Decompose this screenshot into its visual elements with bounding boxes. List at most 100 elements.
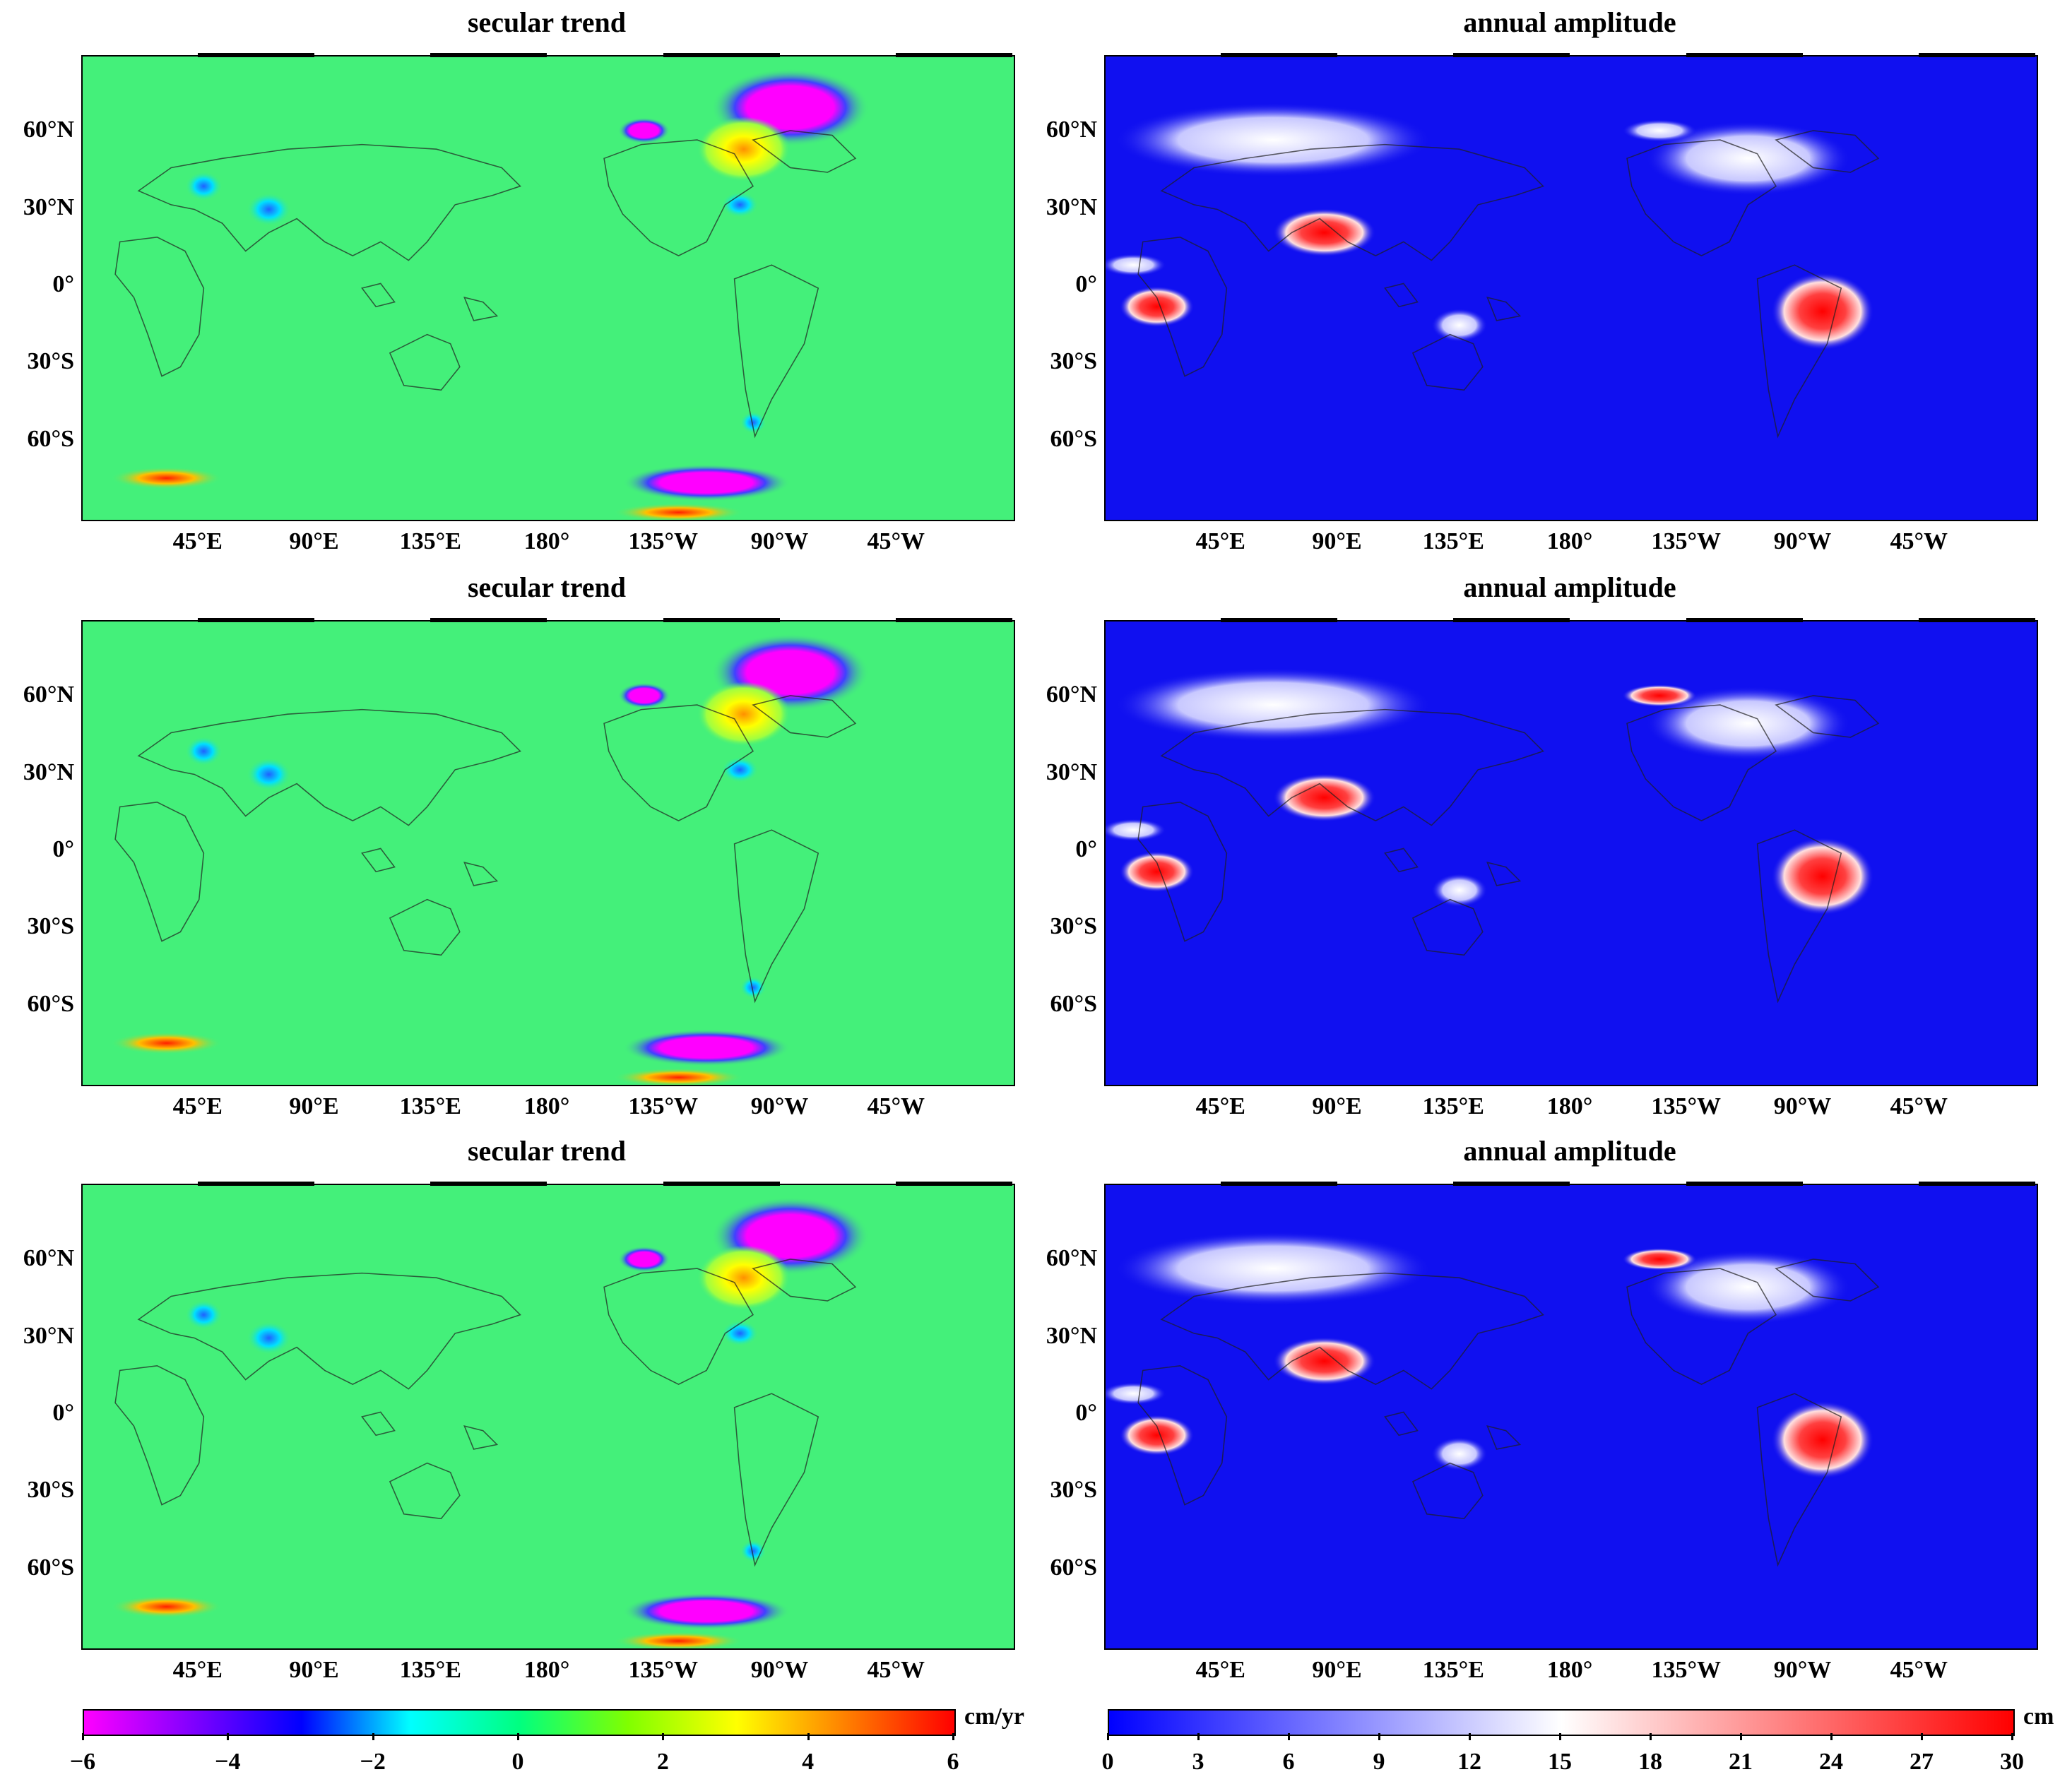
latitude-label: 60°S bbox=[27, 425, 74, 452]
colorbar-tick bbox=[2011, 1733, 2013, 1740]
east-antarctica-anomaly bbox=[110, 467, 223, 489]
frame-segment bbox=[197, 618, 314, 622]
map-canvas bbox=[83, 57, 1014, 520]
frame-segment bbox=[896, 618, 1012, 622]
longitude-label: 180° bbox=[523, 1657, 570, 1683]
eurasia-snow-band bbox=[1115, 1231, 1432, 1306]
coastline-3 bbox=[603, 1268, 754, 1385]
frame-segment bbox=[197, 1182, 314, 1186]
coastline-4 bbox=[1775, 695, 1880, 738]
colorbar-tick bbox=[807, 1733, 810, 1740]
coastline-5 bbox=[1756, 1393, 1842, 1567]
north-america-snow-band bbox=[1645, 1249, 1851, 1324]
frame-segment bbox=[1453, 1182, 1570, 1186]
colorbar-tick-label: 24 bbox=[1819, 1749, 1843, 1775]
coastline-0 bbox=[137, 1272, 521, 1390]
coastline-3 bbox=[1626, 1268, 1777, 1385]
latitude-label: 0° bbox=[1075, 271, 1097, 297]
coastline-0 bbox=[137, 143, 521, 261]
latitude-label: 30°S bbox=[27, 348, 74, 375]
colorbar-tick-label: 0 bbox=[1101, 1749, 1114, 1775]
panel-title: secular trend bbox=[467, 6, 627, 38]
frame-segment bbox=[1220, 1182, 1337, 1186]
panel-title: annual amplitude bbox=[1463, 571, 1676, 603]
coastline-2 bbox=[1411, 1462, 1484, 1520]
colorbar-tick bbox=[82, 1733, 84, 1740]
colorbar-tick-label: 0 bbox=[511, 1749, 524, 1775]
longitude-label: 90°W bbox=[1773, 528, 1832, 554]
colorbar-tick-label: 21 bbox=[1729, 1749, 1753, 1775]
frame-segment bbox=[1919, 1182, 2035, 1186]
colorbar-tick-label: 27 bbox=[1910, 1749, 1934, 1775]
coastline-1 bbox=[1137, 237, 1228, 377]
latitude-label: 60°N bbox=[1046, 682, 1097, 708]
frame-segment bbox=[663, 1182, 780, 1186]
australia-amplitude bbox=[1431, 308, 1488, 343]
coastline-2 bbox=[389, 898, 461, 956]
longitude-label: 135°W bbox=[1651, 1657, 1722, 1683]
longitude-label: 45°W bbox=[1890, 1093, 1948, 1119]
india-anomaly bbox=[246, 192, 292, 227]
map-canvas bbox=[1106, 57, 2037, 520]
map-background bbox=[83, 1185, 1014, 1648]
longitude-label: 90°E bbox=[289, 528, 339, 554]
map-panel-amplitude bbox=[1104, 55, 2038, 521]
colorbar-tick-label: 18 bbox=[1638, 1749, 1662, 1775]
longitude-label: 90°W bbox=[750, 528, 809, 554]
panel-title: annual amplitude bbox=[1463, 6, 1676, 38]
map-panel-trend bbox=[81, 620, 1015, 1086]
coastline-6 bbox=[1486, 861, 1522, 886]
coastline-2 bbox=[389, 1462, 461, 1520]
map-canvas bbox=[1106, 1185, 2037, 1648]
map-background bbox=[83, 57, 1014, 520]
panel-title: secular trend bbox=[467, 1135, 627, 1167]
amazon-amplitude bbox=[1771, 837, 1874, 915]
alaska-amplitude bbox=[1622, 1248, 1697, 1271]
latitude-label: 30°S bbox=[1050, 348, 1097, 375]
sahel-amplitude bbox=[1106, 819, 1166, 841]
coastline-3 bbox=[603, 139, 754, 256]
west-antarctica-anomaly bbox=[622, 1593, 791, 1630]
frame-segment bbox=[430, 618, 547, 622]
amazon-amplitude bbox=[1771, 272, 1874, 350]
colorbar-trend bbox=[83, 1709, 956, 1736]
frame-segment bbox=[1686, 618, 1803, 622]
coastline-1 bbox=[114, 1365, 205, 1506]
colorbar-tick-label: 30 bbox=[2000, 1749, 2024, 1775]
colorbar-tick bbox=[227, 1733, 230, 1740]
patagonia-anomaly bbox=[740, 976, 766, 999]
hudson-bay-anomaly bbox=[697, 1245, 791, 1311]
caspian-anomaly bbox=[184, 736, 223, 766]
colorbar-tick-label: 2 bbox=[656, 1749, 669, 1775]
ross-anomaly bbox=[613, 1631, 744, 1648]
caspian-anomaly bbox=[184, 1300, 223, 1330]
latitude-label: 60°N bbox=[1046, 1245, 1097, 1272]
longitude-label: 90°W bbox=[1773, 1093, 1832, 1119]
longitude-label: 90°E bbox=[1312, 1093, 1362, 1119]
latitude-label: 60°N bbox=[1046, 117, 1097, 143]
longitude-label: 135°W bbox=[628, 1657, 699, 1683]
africa-amplitude bbox=[1119, 1415, 1195, 1456]
longitude-label: 45°E bbox=[1195, 528, 1245, 554]
coastline-4 bbox=[752, 1259, 857, 1302]
coastline-3 bbox=[603, 704, 754, 821]
hudson-bay-anomaly bbox=[697, 682, 791, 747]
latitude-label: 30°N bbox=[1046, 194, 1097, 220]
west-antarctica-anomaly bbox=[622, 1029, 791, 1066]
coastline-7 bbox=[1384, 283, 1419, 308]
coastline-6 bbox=[463, 861, 499, 886]
frame-segment bbox=[430, 1182, 547, 1186]
longitude-label: 180° bbox=[1546, 1093, 1593, 1119]
frame-segment bbox=[197, 53, 314, 57]
latitude-label: 30°N bbox=[23, 1322, 74, 1349]
latitude-label: 60°S bbox=[1050, 990, 1097, 1017]
africa-amplitude bbox=[1119, 851, 1195, 893]
coastline-1 bbox=[114, 237, 205, 377]
australia-amplitude bbox=[1431, 1437, 1488, 1471]
longitude-label: 135°E bbox=[399, 1093, 461, 1119]
coastline-2 bbox=[1411, 333, 1484, 391]
frame-segment bbox=[663, 618, 780, 622]
latitude-label: 30°N bbox=[1046, 759, 1097, 785]
longitude-label: 45°W bbox=[1890, 1657, 1948, 1683]
latitude-label: 30°N bbox=[1046, 1322, 1097, 1349]
